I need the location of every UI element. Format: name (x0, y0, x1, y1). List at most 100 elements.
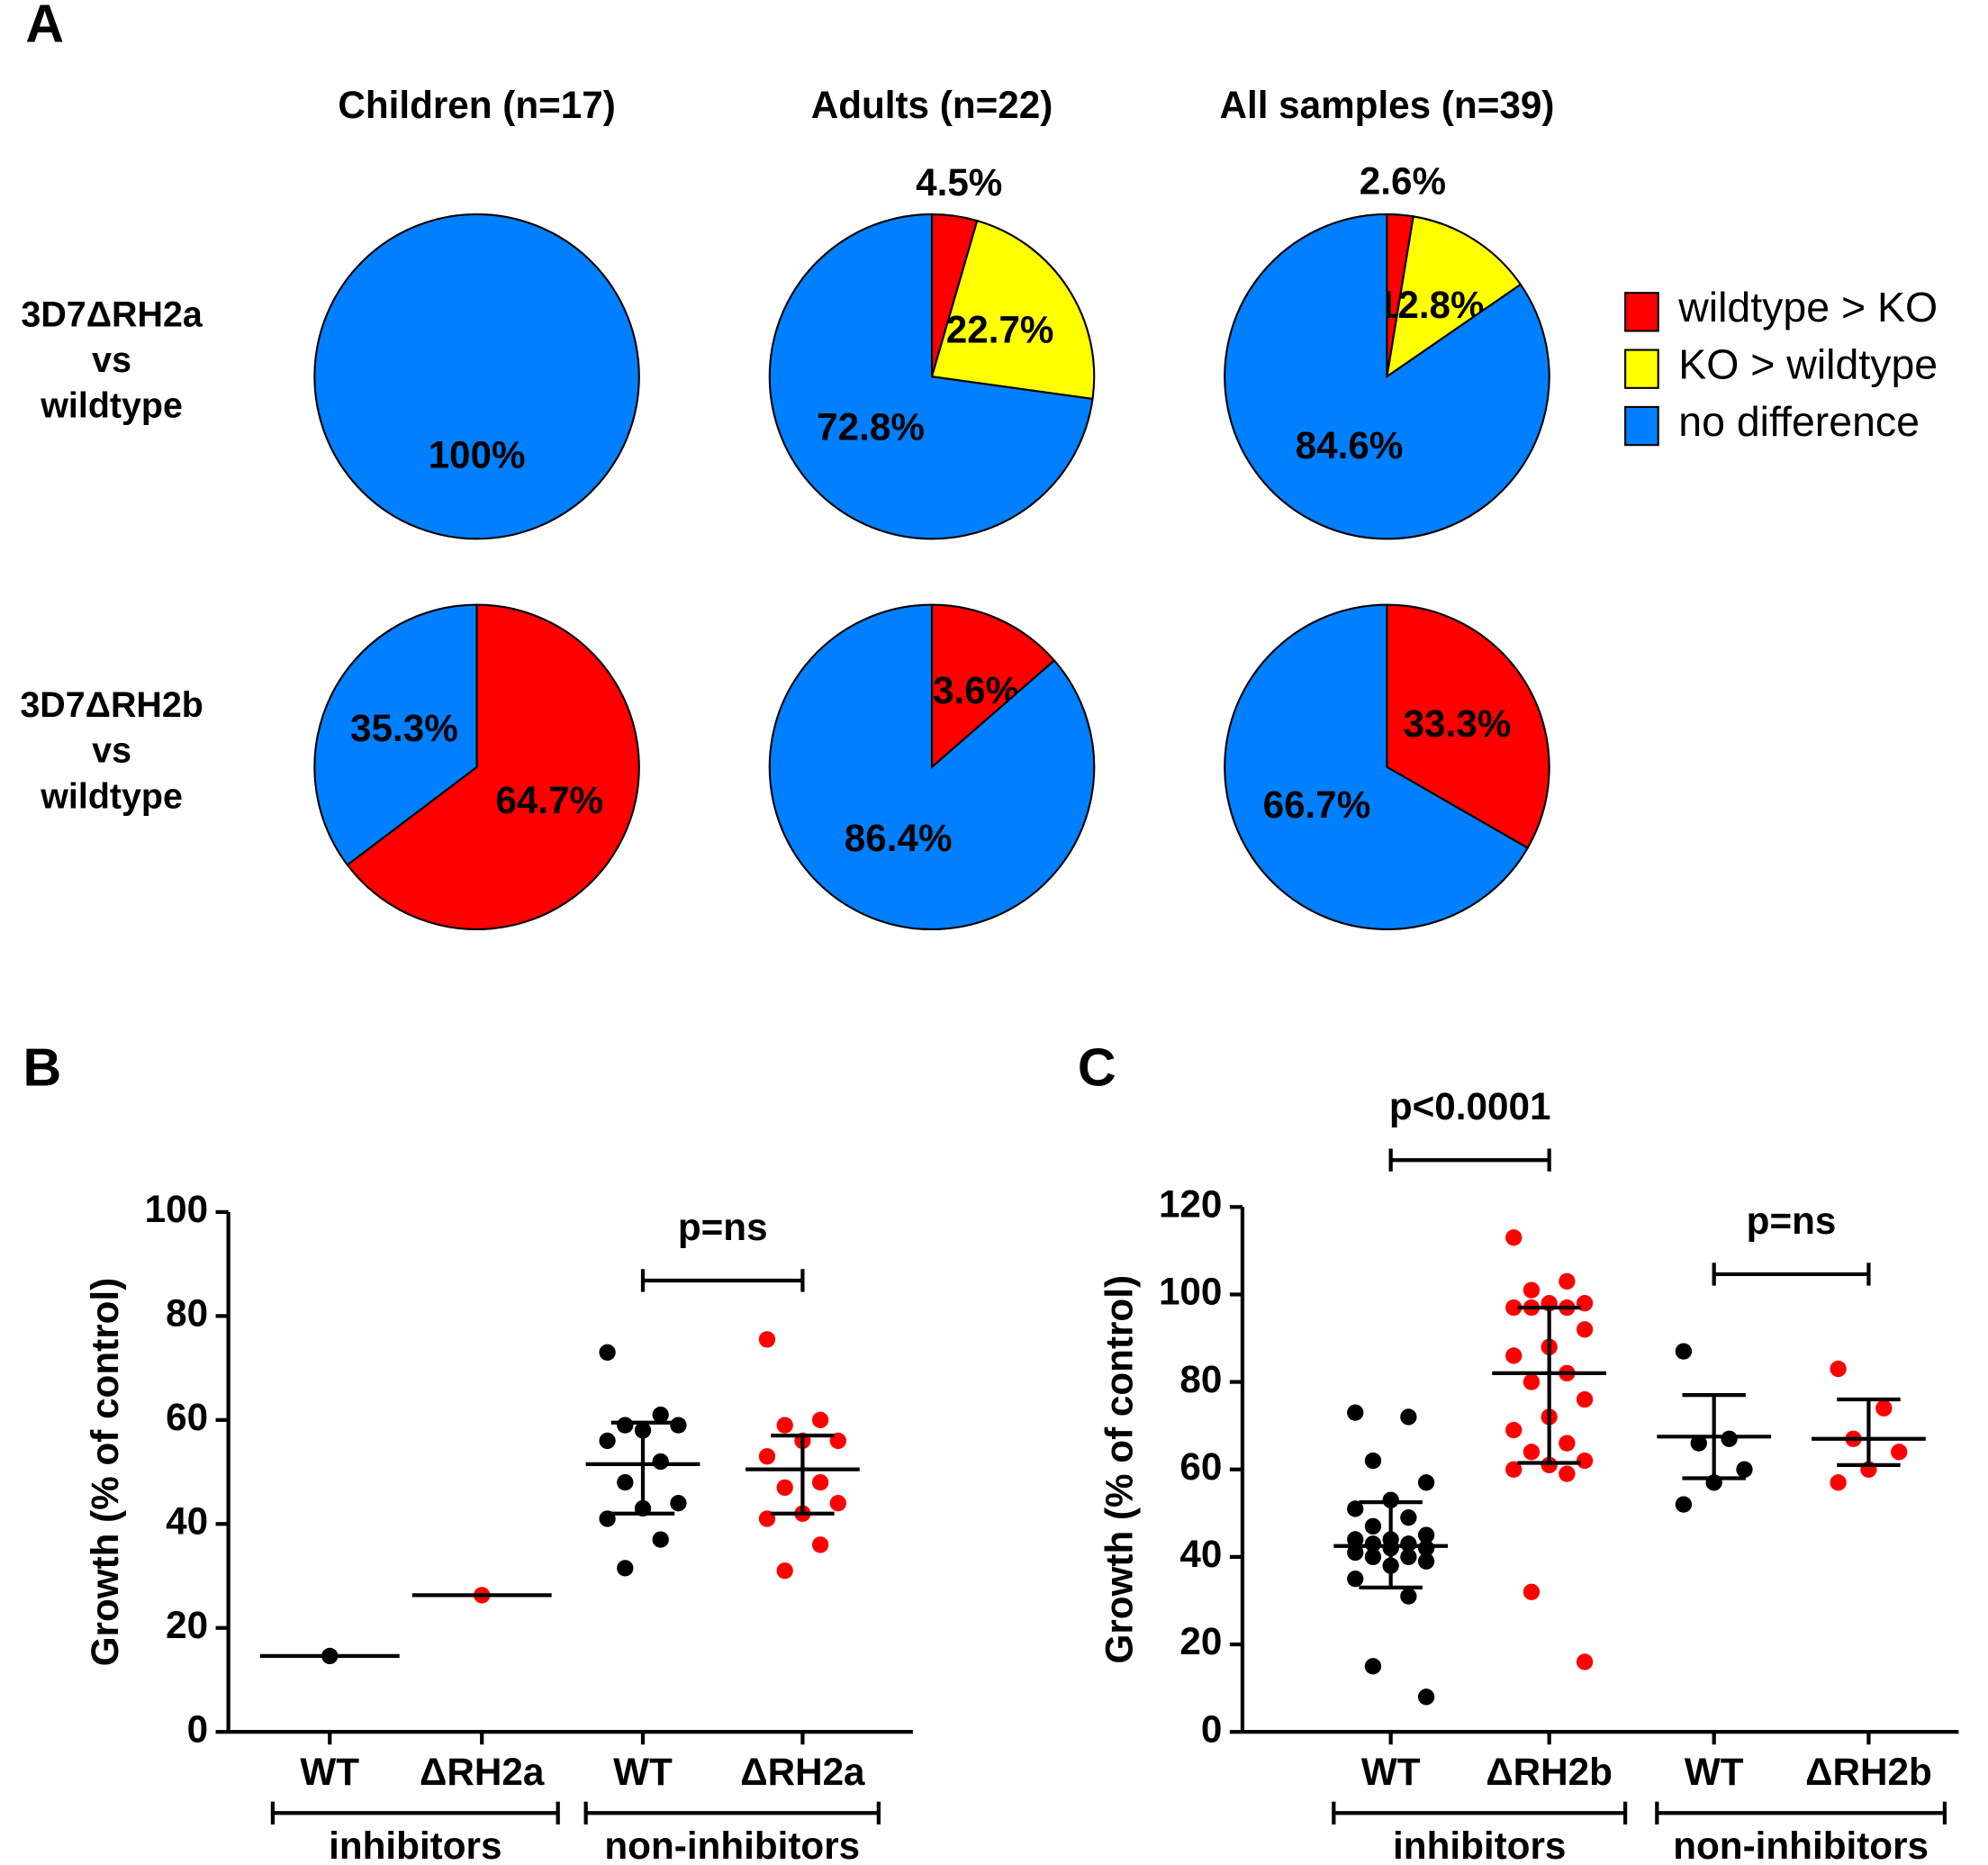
data-point (670, 1495, 687, 1512)
data-point (776, 1562, 793, 1580)
y-tick-label: 0 (187, 1707, 208, 1750)
data-point (1505, 1461, 1523, 1478)
pie-slice (313, 603, 478, 866)
y-tick-label: 120 (1159, 1182, 1222, 1225)
significance-label: p=ns (678, 1206, 768, 1248)
column-title: Adults (n=22) (811, 84, 1053, 126)
pie-slice (346, 603, 640, 931)
slice-label: 12.8% (1377, 284, 1485, 326)
significance-bracket (1712, 1263, 1871, 1286)
data-point (1347, 1531, 1364, 1548)
data-point (1417, 1540, 1435, 1557)
pie-slice (768, 213, 1094, 540)
data-point (1559, 1272, 1576, 1290)
data-point (1559, 1435, 1576, 1452)
data-point (1559, 1465, 1576, 1482)
data-point (1364, 1658, 1382, 1675)
group-bracket (1655, 1801, 1947, 1824)
x-tick-label: WT (613, 1751, 673, 1793)
data-point (1675, 1343, 1693, 1360)
data-point (1364, 1517, 1382, 1535)
data-point (776, 1417, 793, 1434)
data-point (1576, 1653, 1594, 1670)
data-point (1417, 1553, 1435, 1570)
group-label: non-inhibitors (604, 1824, 860, 1865)
data-point (1400, 1548, 1417, 1566)
legend-label: KO > wildtype (1678, 341, 1938, 388)
legend-label: no difference (1678, 398, 1920, 445)
data-point (652, 1406, 669, 1424)
group-label: non-inhibitors (1673, 1824, 1929, 1865)
data-point (1675, 1496, 1693, 1513)
x-tick-label: WT (300, 1751, 359, 1793)
data-point (1347, 1571, 1364, 1588)
data-point (1830, 1474, 1847, 1491)
pie-slice (313, 213, 640, 540)
data-point (1523, 1281, 1541, 1299)
y-axis-label: Growth (% of control) (84, 1278, 126, 1667)
data-point (1505, 1421, 1523, 1439)
data-point (617, 1417, 634, 1434)
slice-label: 100% (429, 433, 526, 475)
data-point (1523, 1444, 1541, 1461)
data-point (1364, 1548, 1382, 1566)
y-tick-label: 40 (1179, 1533, 1222, 1575)
slice-label: 35.3% (350, 707, 458, 749)
slice-label: 4.5% (916, 161, 1002, 204)
legend-label: wildtype > KO (1677, 284, 1938, 330)
data-point (1576, 1452, 1594, 1470)
data-point (1417, 1474, 1435, 1491)
group-label: inhibitors (329, 1824, 502, 1865)
panel-label: A (25, 0, 64, 54)
x-tick-label: WT (1361, 1751, 1421, 1793)
y-tick-label: 20 (166, 1604, 208, 1646)
x-tick-label: ΔRH2a (420, 1751, 545, 1793)
data-point (1541, 1456, 1558, 1474)
column-title: All samples (n=39) (1219, 84, 1554, 126)
data-point (1347, 1404, 1364, 1421)
row-label: vs (92, 731, 131, 771)
data-point (1364, 1535, 1382, 1553)
data-point (758, 1448, 776, 1465)
data-point (652, 1453, 669, 1471)
pie-slice (1224, 603, 1530, 931)
row-label: wildtype (40, 386, 183, 426)
significance-bracket (640, 1269, 805, 1292)
row-label: wildtype (40, 776, 183, 816)
data-point (1505, 1229, 1523, 1246)
group-bracket (583, 1801, 881, 1824)
data-point (811, 1473, 829, 1491)
significance-bracket (1388, 1148, 1551, 1172)
data-point (599, 1432, 616, 1450)
pie-slice (1224, 213, 1550, 540)
y-tick-label: 80 (1179, 1358, 1222, 1400)
pie-slice (930, 219, 1096, 401)
slice-label: 22.7% (946, 308, 1054, 350)
group-label: inhibitors (1393, 1824, 1566, 1865)
column-title: Children (n=17) (338, 84, 615, 126)
x-tick-label: WT (1685, 1751, 1744, 1793)
data-point (1721, 1430, 1738, 1447)
data-point (1400, 1588, 1417, 1605)
slice-label: 66.7% (1263, 783, 1371, 826)
y-tick-label: 80 (166, 1292, 208, 1335)
legend-swatch (1624, 292, 1659, 332)
y-tick-label: 0 (1201, 1707, 1222, 1750)
data-point (670, 1417, 687, 1434)
y-tick-label: 40 (166, 1499, 208, 1542)
data-point (1690, 1435, 1707, 1452)
legend-swatch (1624, 349, 1659, 389)
data-point (1523, 1583, 1541, 1600)
pie-slice (768, 603, 1096, 931)
pie-slice (930, 603, 1056, 770)
data-point (1417, 1688, 1435, 1706)
row-label: 3D7ΔRH2a (21, 294, 203, 334)
slice-label: 2.6% (1360, 160, 1446, 203)
data-point (776, 1479, 793, 1497)
y-tick-label: 100 (1159, 1271, 1222, 1313)
data-point (811, 1411, 829, 1428)
data-point (1364, 1452, 1382, 1470)
panel-label: B (23, 1037, 62, 1097)
x-tick-label: ΔRH2b (1805, 1751, 1932, 1793)
